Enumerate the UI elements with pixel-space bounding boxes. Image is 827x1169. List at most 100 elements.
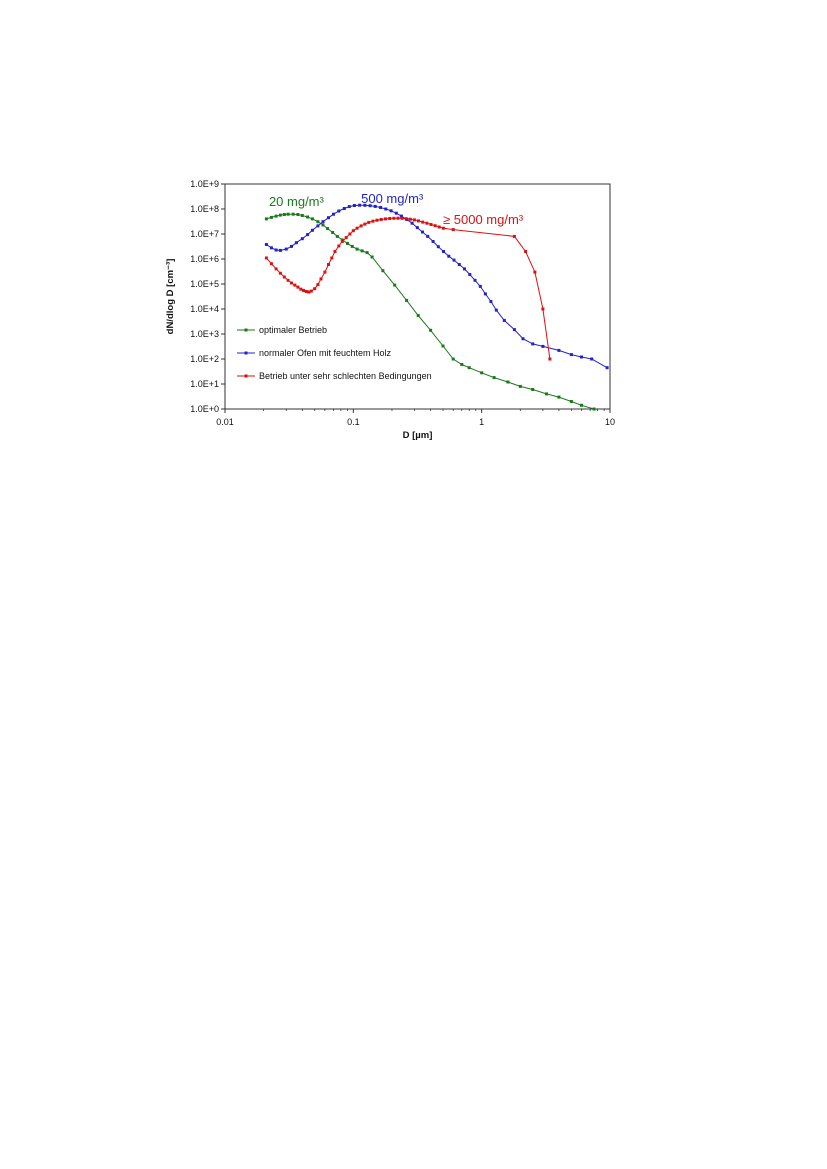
series-1-point xyxy=(350,244,354,248)
series-3-point xyxy=(333,250,337,253)
y-tick-label: 1.0E+1 xyxy=(190,379,219,389)
series-2-point xyxy=(306,233,310,237)
series-layer xyxy=(264,203,609,411)
series-2-point xyxy=(473,278,477,282)
series-1-point xyxy=(300,214,304,217)
series-1-point xyxy=(346,241,349,245)
series-1-point xyxy=(480,371,484,375)
series-2-point xyxy=(384,207,388,211)
series-2-point xyxy=(310,228,314,232)
series-3-point xyxy=(286,278,290,282)
annotation-3: ≥ 5000 mg/m³ xyxy=(443,212,524,227)
series-3-point xyxy=(323,270,327,274)
y-tick-label: 1.0E+6 xyxy=(190,254,219,264)
series-line-3 xyxy=(266,217,551,360)
series-2-point xyxy=(489,300,493,303)
series-2-point xyxy=(494,308,498,312)
series-2-point xyxy=(342,207,346,210)
series-line-2 xyxy=(266,204,608,369)
series-1-point xyxy=(393,283,397,287)
y-tick-label: 1.0E+2 xyxy=(190,354,219,364)
series-3-point xyxy=(437,225,441,229)
series-1-point xyxy=(365,251,369,255)
series-1-point xyxy=(569,400,573,403)
series-2-point xyxy=(389,209,393,213)
series-2-point xyxy=(569,353,573,357)
series-3-point xyxy=(404,217,408,221)
chart-svg: 1.0E+0 1.0E+1 1.0E+2 1.0E+3 1.0E+4 1.0E+5 1.0E… xyxy=(165,179,615,441)
series-1-point xyxy=(531,388,535,391)
series-2-point xyxy=(590,357,594,361)
y-tick-label: 1.0E+7 xyxy=(190,229,219,239)
series-2-point xyxy=(447,254,451,258)
series-3-point xyxy=(293,283,297,287)
legend-marker-2 xyxy=(244,351,248,355)
series-2-point xyxy=(264,243,268,246)
series-2-point xyxy=(321,220,325,224)
series-2-point xyxy=(463,267,466,271)
legend-label-3: Betrieb unter sehr schlechten Bedingunge… xyxy=(259,371,432,381)
x-tick-label: 0.1 xyxy=(347,417,360,427)
annotation-2: 500 mg/m³ xyxy=(361,191,424,206)
y-tick-label: 1.0E+3 xyxy=(190,329,219,339)
series-1-point xyxy=(282,213,286,216)
series-2-point xyxy=(290,244,293,248)
series-2-point xyxy=(363,203,367,207)
series-3-point xyxy=(344,236,348,240)
series-3-point xyxy=(327,263,330,266)
series-3-point xyxy=(363,222,367,226)
series-3-point xyxy=(319,277,323,281)
series-3-point xyxy=(296,285,300,289)
series-3-point xyxy=(269,262,273,266)
series-3-point xyxy=(421,220,425,224)
series-1-point xyxy=(580,403,583,407)
series-1-point xyxy=(326,227,330,231)
series-1-point xyxy=(291,212,295,216)
x-axis-label: D [µm] xyxy=(403,430,433,441)
series-2-point xyxy=(541,344,545,348)
series-2-point xyxy=(483,292,487,296)
series-3-point xyxy=(412,218,416,222)
series-3-point xyxy=(375,218,379,222)
series-2-point xyxy=(436,245,440,249)
series-3-point xyxy=(351,229,355,233)
series-1-point xyxy=(321,223,325,227)
series-2-point xyxy=(426,234,430,238)
series-2-point xyxy=(468,273,472,276)
series-3-point xyxy=(304,290,308,293)
series-3-point xyxy=(425,221,429,225)
series-3-point xyxy=(355,226,359,230)
series-1-point xyxy=(460,363,464,366)
series-2-point xyxy=(347,205,351,209)
series-3-point xyxy=(541,307,545,311)
legend: optimaler Betrieb normaler Ofen mit feuch… xyxy=(237,325,432,381)
series-3-point xyxy=(348,232,352,236)
y-tick-label: 1.0E+5 xyxy=(190,279,219,289)
series-1-point xyxy=(381,269,385,273)
series-1-point xyxy=(296,213,300,216)
series-2-point xyxy=(327,216,330,220)
series-3-point xyxy=(451,228,455,232)
series-3-point xyxy=(264,256,268,260)
y-tick-label: 1.0E+8 xyxy=(190,204,219,214)
series-2-point xyxy=(316,224,320,228)
x-tick-label: 10 xyxy=(605,417,615,427)
series-2-point xyxy=(421,230,424,234)
series-2-point xyxy=(399,214,403,218)
series-2-point xyxy=(352,204,356,207)
axes: 1.0E+0 1.0E+1 1.0E+2 1.0E+3 1.0E+4 1.0E+5 1.0E… xyxy=(165,179,615,441)
series-1-point xyxy=(557,395,561,399)
series-1-point xyxy=(441,344,445,348)
series-3-point xyxy=(548,357,552,361)
series-3-point xyxy=(433,224,437,228)
series-2-point xyxy=(521,337,525,341)
series-3-point xyxy=(367,220,371,224)
series-3-point xyxy=(278,271,282,275)
series-1-point xyxy=(331,231,335,234)
series-2-point xyxy=(531,342,535,346)
series-2-point xyxy=(284,247,288,251)
series-3-point xyxy=(408,217,412,221)
series-3-point xyxy=(429,223,433,226)
series-1-point xyxy=(592,407,596,411)
series-3-point xyxy=(299,287,303,291)
